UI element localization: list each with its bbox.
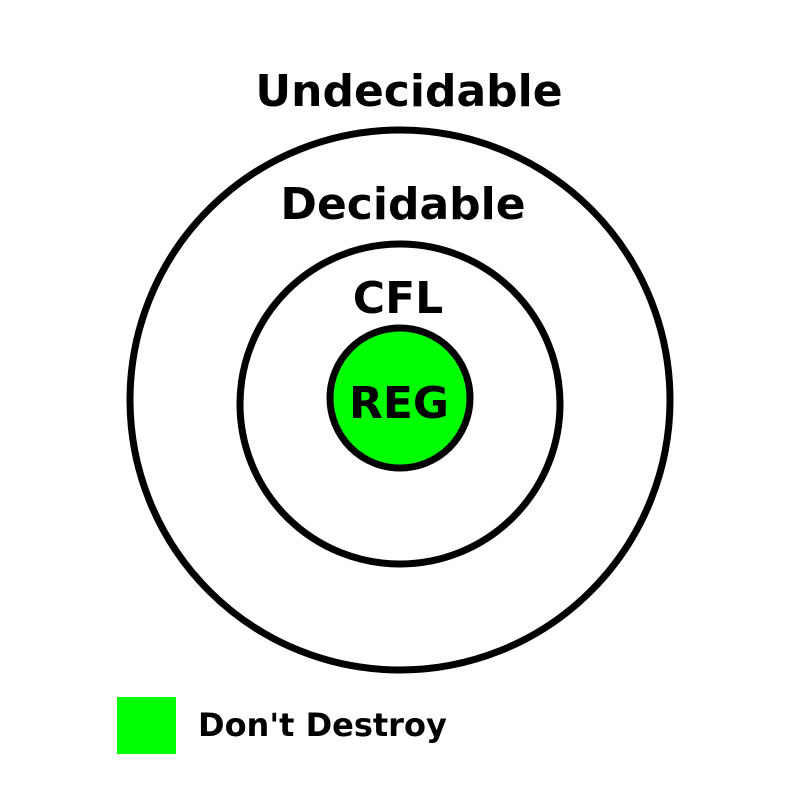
legend-swatch [117, 697, 176, 754]
reg-circle [326, 324, 474, 472]
legend-label: Don't Destroy [198, 706, 447, 744]
cfl-circle [236, 240, 564, 568]
decidable-circle [126, 126, 674, 674]
reg-label: REG [349, 378, 449, 429]
cfl-label: CFL [353, 273, 443, 324]
decidable-label: Decidable [280, 179, 525, 230]
undecidable-label: Undecidable [255, 66, 562, 117]
